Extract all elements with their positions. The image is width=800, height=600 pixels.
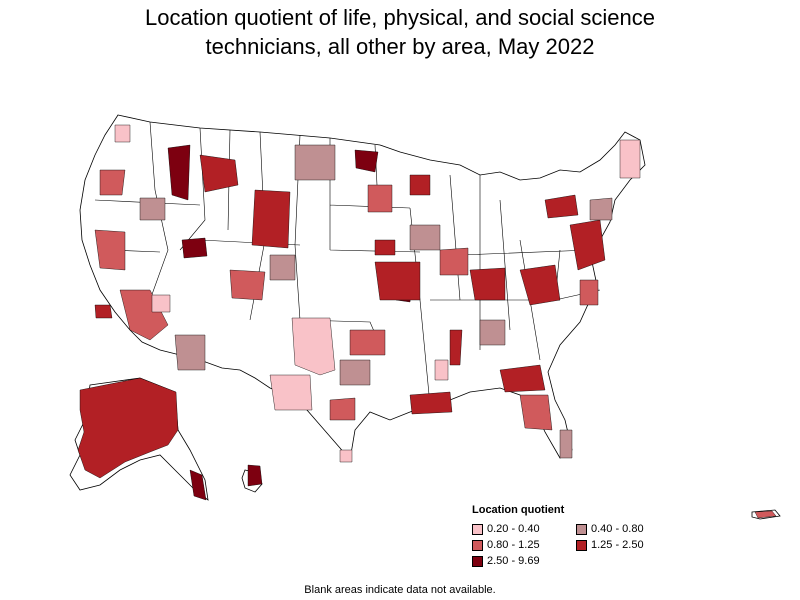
area-lowmid <box>339 359 371 386</box>
area-mid <box>439 247 469 276</box>
legend-label: 1.25 - 2.50 <box>591 539 644 551</box>
legend-item: 0.20 - 0.40 <box>472 523 576 535</box>
area-lowmid <box>174 334 206 371</box>
legend-swatch <box>472 539 483 551</box>
legend-label: 2.50 - 9.69 <box>487 555 540 567</box>
area-lowmid <box>559 429 573 459</box>
area-mid <box>519 394 553 431</box>
area-mid <box>349 329 386 356</box>
metro-areas <box>77 124 777 519</box>
map-title: Location quotient of life, physical, and… <box>0 3 800 61</box>
area-high <box>449 329 463 366</box>
area-low <box>339 449 353 463</box>
area-low <box>151 294 171 313</box>
area-high <box>374 239 396 256</box>
area-low <box>291 317 336 376</box>
legend-grid: 0.20 - 0.40 0.40 - 0.80 0.80 - 1.25 1.25… <box>472 523 732 567</box>
area-mid <box>99 169 126 196</box>
area-high <box>409 391 453 415</box>
area-low <box>434 359 449 381</box>
area-lowmid <box>479 319 506 346</box>
legend-swatch <box>576 539 587 551</box>
area-mid <box>754 510 777 519</box>
legend: Location quotient 0.20 - 0.40 0.40 - 0.8… <box>472 504 732 567</box>
area-low <box>114 124 131 143</box>
map-title-line1: Location quotient of life, physical, and… <box>145 5 655 30</box>
area-mid <box>329 397 356 421</box>
area-lowmid <box>139 197 166 221</box>
area-high <box>409 174 431 196</box>
area-high <box>94 304 113 319</box>
legend-label: 0.40 - 0.80 <box>591 523 644 535</box>
area-low <box>619 139 641 179</box>
area-dark <box>189 469 207 501</box>
legend-item: 1.25 - 2.50 <box>576 539 680 551</box>
area-mid <box>229 269 266 301</box>
area-lowmid <box>269 254 296 281</box>
area-high <box>544 194 579 219</box>
area-high <box>519 264 561 306</box>
area-high <box>569 219 606 271</box>
legend-swatch <box>472 523 483 535</box>
legend-item: 0.40 - 0.80 <box>576 523 680 535</box>
footnote: Blank areas indicate data not available. <box>304 584 496 596</box>
area-mid <box>367 184 393 213</box>
area-dark <box>167 144 191 201</box>
map-title-line2: technicians, all other by area, May 2022 <box>205 34 595 59</box>
area-dark <box>181 237 208 259</box>
area-mid <box>579 279 599 306</box>
legend-title: Location quotient <box>472 504 565 516</box>
area-dark <box>247 464 263 487</box>
area-lowmid <box>589 197 613 221</box>
area-lowmid <box>294 144 336 181</box>
area-high <box>199 154 239 193</box>
area-high <box>77 377 179 479</box>
area-dark <box>354 149 379 173</box>
area-lowmid <box>409 224 441 251</box>
legend-swatch <box>472 555 483 567</box>
area-high <box>251 189 291 249</box>
legend-swatch <box>576 523 587 535</box>
area-high <box>469 267 506 301</box>
area-low <box>269 374 313 411</box>
area-high <box>499 364 546 393</box>
area-mid <box>94 229 126 271</box>
legend-label: 0.80 - 1.25 <box>487 539 540 551</box>
area-high <box>374 261 421 301</box>
legend-item: 2.50 - 9.69 <box>472 555 576 567</box>
legend-item: 0.80 - 1.25 <box>472 539 576 551</box>
legend-label: 0.20 - 0.40 <box>487 523 540 535</box>
